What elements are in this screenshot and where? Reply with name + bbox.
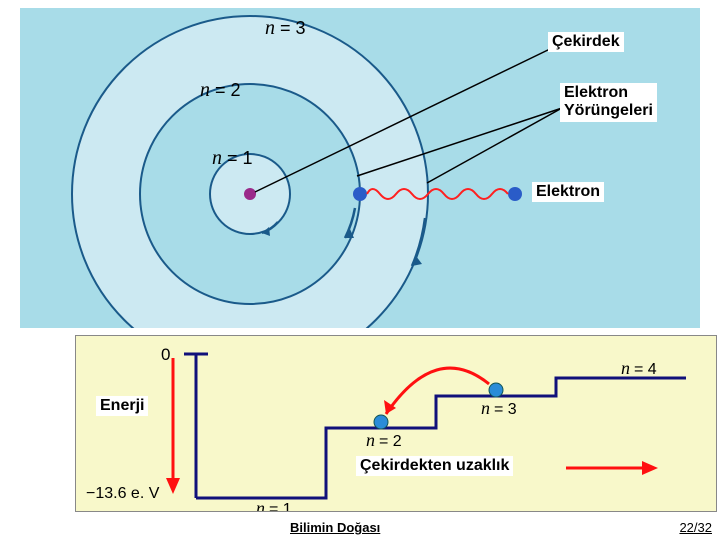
- energy-label: Enerji: [96, 396, 148, 416]
- electron-incoming: [508, 187, 522, 201]
- n1-eq: = 1: [227, 148, 253, 168]
- energy-panel: 0 −13.6 e. V n = 1 n = 2 n = 3 n = 4 Ene…: [75, 335, 717, 512]
- orbits-label: Elektron Yörüngeleri: [560, 83, 657, 122]
- distance-label: Çekirdekten uzaklık: [356, 456, 513, 476]
- x-arrow-head: [642, 461, 658, 475]
- nucleus-label: Çekirdek: [548, 32, 624, 52]
- orbits-label-line2: Yörüngeleri: [564, 102, 653, 119]
- footer-title: Bilimin Doğası: [290, 520, 380, 535]
- y-top-label: 0: [161, 345, 170, 364]
- lvl-n3-eq: = 3: [494, 401, 517, 418]
- lvl-n2: n: [366, 430, 375, 450]
- bohr-model-panel: n = 3 n = 2 n = 1 Çekirdek Elektron Yörü…: [20, 8, 700, 328]
- n2-eq: = 2: [215, 80, 241, 100]
- footer-page: 22/32: [679, 520, 712, 535]
- lvl-n1-eq: = 1: [269, 501, 292, 511]
- n3-eq: = 3: [280, 18, 306, 38]
- elec-n3: [489, 383, 503, 397]
- elec-n2: [374, 415, 388, 429]
- bohr-svg: n = 3 n = 2 n = 1: [20, 8, 700, 328]
- energy-svg: 0 −13.6 e. V n = 1 n = 2 n = 3 n = 4: [76, 336, 716, 511]
- lvl-n2-eq: = 2: [379, 433, 402, 450]
- y-bottom-label: −13.6 e. V: [86, 485, 160, 502]
- n3-label: n: [265, 17, 275, 39]
- electron-orbit2: [353, 187, 367, 201]
- n2-label: n: [200, 79, 210, 101]
- energy-arrow-head: [166, 478, 180, 494]
- n1-label: n: [212, 147, 222, 169]
- lvl-n4-eq: = 4: [634, 361, 657, 378]
- nucleus-dot: [244, 188, 256, 200]
- lvl-n4: n: [621, 358, 630, 378]
- lvl-n3: n: [481, 398, 490, 418]
- lvl-n1: n: [256, 498, 265, 511]
- staircase: [196, 378, 686, 498]
- orbits-label-line1: Elektron: [564, 84, 628, 101]
- electron-label: Elektron: [532, 182, 604, 202]
